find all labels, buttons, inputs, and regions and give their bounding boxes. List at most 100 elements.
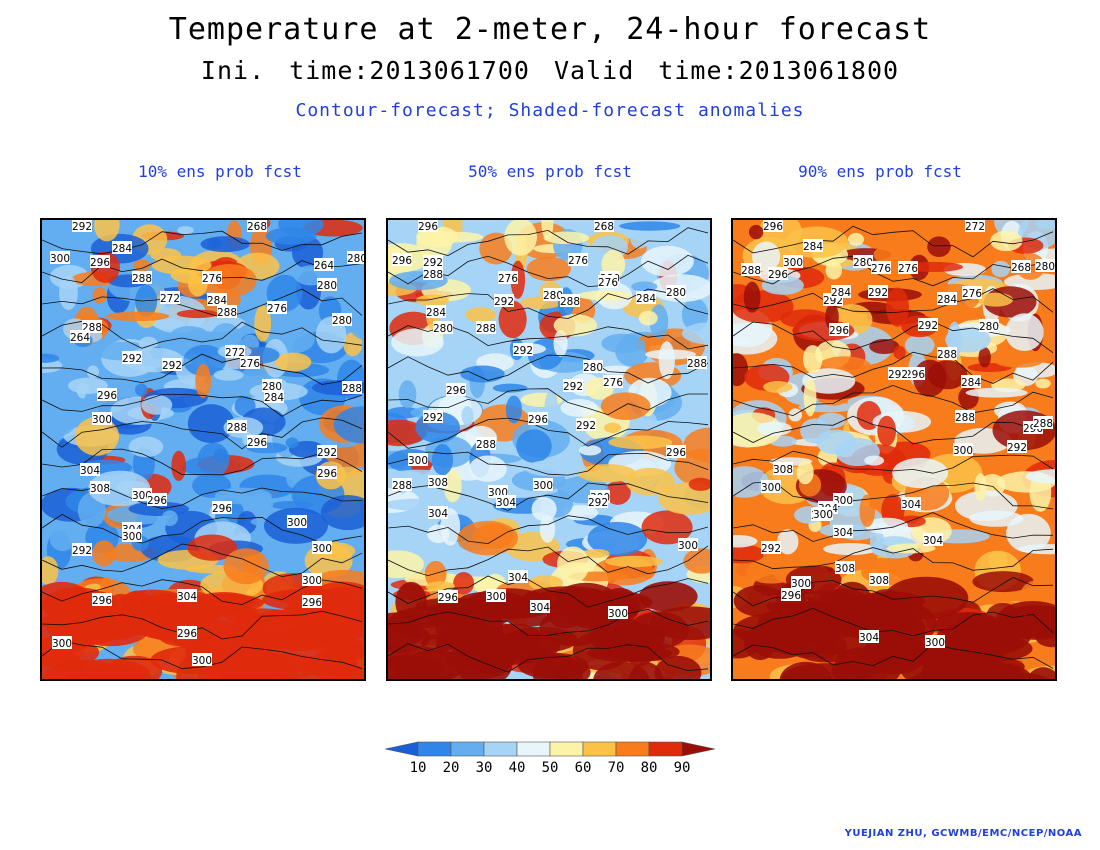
legend-swatch bbox=[450, 741, 485, 757]
svg-text:276: 276 bbox=[267, 303, 287, 315]
anomaly-shading bbox=[796, 460, 814, 485]
anomaly-shading bbox=[498, 300, 527, 339]
map-panel-50: 2962682962922882762762802842802922802882… bbox=[386, 218, 712, 681]
svg-text:300: 300 bbox=[92, 414, 112, 426]
svg-text:276: 276 bbox=[598, 277, 618, 289]
anomaly-shading bbox=[141, 395, 173, 415]
contour-label: 288 bbox=[687, 356, 707, 370]
contour-label: 292 bbox=[761, 541, 781, 555]
temperature-contour bbox=[388, 643, 709, 673]
svg-text:288: 288 bbox=[132, 273, 152, 285]
temperature-contour bbox=[733, 321, 1054, 354]
temperature-contour bbox=[733, 607, 1054, 637]
anomaly-shading bbox=[286, 469, 300, 488]
panel-title-90: 90% ens prob fcst bbox=[798, 162, 962, 181]
temperature-contour bbox=[42, 448, 363, 476]
contour-label: 304 bbox=[901, 497, 921, 511]
anomaly-shading bbox=[757, 421, 792, 436]
anomaly-shading bbox=[42, 581, 90, 615]
svg-text:288: 288 bbox=[476, 323, 496, 335]
anomaly-shading bbox=[582, 548, 610, 558]
anomaly-shading bbox=[904, 334, 935, 356]
svg-text:300: 300 bbox=[122, 531, 142, 543]
anomaly-shading bbox=[333, 406, 364, 444]
anomaly-shading bbox=[539, 515, 556, 543]
svg-text:284: 284 bbox=[264, 392, 284, 404]
temperature-contour bbox=[388, 608, 709, 636]
temperature-contour bbox=[733, 288, 1054, 314]
anomaly-shading bbox=[869, 602, 937, 646]
svg-text:292: 292 bbox=[1007, 442, 1027, 454]
contour-label: 296 bbox=[392, 253, 412, 267]
legend-swatch bbox=[582, 741, 617, 757]
contour-label: 284 bbox=[426, 305, 446, 319]
anomaly-shading bbox=[748, 224, 764, 240]
anomaly-shading bbox=[832, 581, 872, 618]
anomaly-shading bbox=[92, 287, 108, 304]
contour-label: 304 bbox=[80, 463, 100, 477]
svg-text:292: 292 bbox=[761, 543, 781, 555]
anomaly-shading bbox=[239, 644, 280, 679]
anomaly-shading bbox=[990, 230, 1023, 252]
temperature-contour bbox=[388, 515, 709, 545]
contour-label: 300 bbox=[92, 412, 112, 426]
anomaly-shading bbox=[877, 415, 897, 447]
anomaly-shading bbox=[928, 312, 986, 321]
contour-label: 300 bbox=[50, 251, 70, 265]
svg-text:308: 308 bbox=[773, 464, 793, 476]
anomaly-shading bbox=[945, 327, 991, 353]
anomaly-shading bbox=[898, 639, 931, 679]
svg-text:292: 292 bbox=[563, 381, 583, 393]
anomaly-shading bbox=[285, 437, 299, 449]
anomaly-shading bbox=[864, 455, 884, 466]
anomaly-shading bbox=[275, 352, 312, 372]
svg-text:304: 304 bbox=[530, 602, 550, 614]
temperature-contour bbox=[388, 417, 709, 449]
legend-swatch bbox=[615, 741, 650, 757]
anomaly-shading bbox=[106, 655, 162, 679]
svg-text:276: 276 bbox=[962, 288, 982, 300]
svg-text:284: 284 bbox=[803, 241, 823, 253]
svg-text:300: 300 bbox=[408, 455, 428, 467]
legend-tick-label: 70 bbox=[607, 760, 625, 776]
contour-label: 296 bbox=[147, 493, 167, 507]
contour-label: 268 bbox=[1011, 260, 1031, 274]
temperature-contour bbox=[733, 384, 1054, 417]
anomaly-shading bbox=[605, 555, 663, 568]
svg-text:296: 296 bbox=[212, 503, 232, 515]
contour-label: 304 bbox=[428, 506, 448, 520]
svg-text:284: 284 bbox=[207, 295, 227, 307]
anomaly-shading bbox=[460, 365, 505, 383]
legend-swatch bbox=[417, 741, 452, 757]
svg-text:276: 276 bbox=[498, 273, 518, 285]
legend-tick-label: 10 bbox=[409, 760, 427, 776]
anomaly-shading bbox=[892, 457, 949, 489]
svg-text:300: 300 bbox=[52, 638, 72, 650]
anomaly-shading bbox=[183, 344, 227, 377]
svg-text:300: 300 bbox=[813, 509, 833, 521]
panel-title-50: 50% ens prob fcst bbox=[468, 162, 632, 181]
svg-text:284: 284 bbox=[426, 307, 446, 319]
contour-label: 300 bbox=[533, 478, 553, 492]
svg-text:296: 296 bbox=[90, 257, 110, 269]
svg-text:308: 308 bbox=[835, 563, 855, 575]
svg-text:284: 284 bbox=[112, 243, 132, 255]
anomaly-shading bbox=[1025, 469, 1055, 484]
anomaly-shading bbox=[200, 236, 250, 253]
legend-swatch bbox=[516, 741, 551, 757]
anomaly-shading bbox=[641, 245, 694, 277]
anomaly-shading bbox=[531, 497, 557, 522]
anomaly-shading bbox=[847, 232, 864, 246]
contour-label: 272 bbox=[160, 291, 180, 305]
contour-label: 296 bbox=[302, 595, 322, 609]
temperature-contour bbox=[388, 451, 709, 476]
svg-text:292: 292 bbox=[888, 369, 908, 381]
svg-text:296: 296 bbox=[147, 495, 167, 507]
anomaly-shading bbox=[733, 535, 758, 548]
svg-text:268: 268 bbox=[594, 221, 614, 233]
legend-tick-label: 80 bbox=[640, 760, 658, 776]
anomaly-shading bbox=[415, 294, 450, 307]
contour-label: 288 bbox=[560, 294, 580, 308]
anomaly-shading bbox=[426, 231, 484, 243]
anomaly-shading bbox=[187, 404, 235, 444]
